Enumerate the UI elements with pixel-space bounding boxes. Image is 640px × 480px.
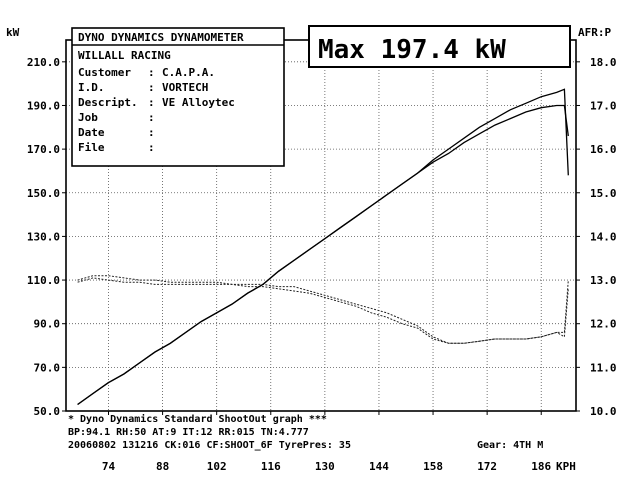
field-label: I.D. [78, 81, 105, 94]
y-tick-label: 130.0 [27, 230, 60, 243]
field-value: VORTECH [162, 81, 208, 94]
info-box [71, 27, 285, 167]
field-label: Job [78, 111, 98, 124]
x-tick-label: 116 [261, 460, 281, 473]
y2-tick-label: 10.0 [590, 405, 617, 418]
y2-axis-ticks: 10.0 11.0 12.0 13.0 14.0 15.0 16.0 17.0 18.0 [576, 56, 617, 418]
y-tick-label: 70.0 [34, 361, 61, 374]
x-tick-label: 74 [102, 460, 116, 473]
afr-series-group [77, 275, 569, 344]
y2-tick-label: 13.0 [590, 274, 617, 287]
x-tick-label: 186 [531, 460, 551, 473]
field-sep: : [148, 126, 155, 139]
field-value: VE Alloytec [162, 96, 235, 109]
y-tick-label: 110.0 [27, 274, 60, 287]
field-sep: : [148, 66, 155, 79]
x-axis-ticks: 74 88 102 116 130 144 158 172 186 [102, 411, 552, 473]
field-sep: : [148, 141, 155, 154]
y-tick-label: 170.0 [27, 143, 60, 156]
max-box [308, 25, 571, 68]
y-tick-label: 210.0 [27, 56, 60, 69]
x-tick-label: 130 [315, 460, 335, 473]
x-tick-label: 172 [477, 460, 497, 473]
field-value: C.A.P.A. [162, 66, 215, 79]
x-axis-label: KPH [556, 460, 576, 473]
power-series-group [77, 88, 569, 406]
field-label: Descript. [78, 96, 138, 109]
x-tick-label: 102 [207, 460, 227, 473]
afr-series-line [77, 275, 569, 344]
y-axis-label: kW [6, 26, 20, 39]
field-label: File [78, 141, 105, 154]
y-tick-label: 150.0 [27, 187, 60, 200]
y2-tick-label: 15.0 [590, 187, 617, 200]
footer-line-2: BP:94.1 RH:50 AT:9 IT:12 RR:015 TN:4.777 [68, 427, 309, 438]
field-label: Customer [78, 66, 131, 79]
y2-tick-label: 11.0 [590, 361, 617, 374]
y-axis-ticks: 50.0 70.0 90.0 110.0 130.0 150.0 170.0 190.0 210… [27, 56, 66, 418]
field-sep: : [148, 96, 155, 109]
y2-tick-label: 16.0 [590, 143, 617, 156]
field-sep: : [148, 81, 155, 94]
y2-tick-label: 18.0 [590, 56, 617, 69]
y2-axis-label: AFR:P [578, 26, 611, 39]
x-tick-label: 88 [156, 460, 169, 473]
y-tick-label: 50.0 [34, 405, 61, 418]
y-tick-label: 90.0 [34, 318, 61, 331]
info-title: DYNO DYNAMICS DYNAMOMETER [78, 31, 244, 44]
y2-tick-label: 12.0 [590, 318, 617, 331]
field-label: Date [78, 126, 105, 139]
max-power-label: Max 197.4 kW [318, 35, 506, 65]
field-sep: : [148, 111, 155, 124]
y2-tick-label: 17.0 [590, 99, 617, 112]
y-tick-label: 190.0 [27, 99, 60, 112]
x-tick-label: 144 [369, 460, 389, 473]
power-series-line [77, 88, 569, 406]
info-fields: Customer: C.A.P.A. I.D.: VORTECH Descript.: V… [78, 66, 235, 154]
footer-line-1: * Dyno Dynamics Standard ShootOut graph … [68, 413, 327, 425]
info-shop: WILLALL RACING [78, 49, 171, 62]
x-tick-label: 158 [423, 460, 443, 473]
footer-gear: Gear: 4TH M [477, 440, 543, 451]
footer-line-3: 20060802 131216 CK:016 CF:SHOOT_6F TyreP… [68, 440, 351, 451]
y2-tick-label: 14.0 [590, 230, 617, 243]
